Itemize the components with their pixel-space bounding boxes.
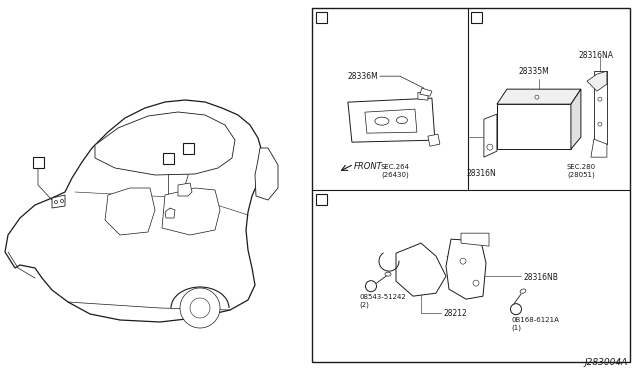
- Circle shape: [487, 144, 493, 150]
- Polygon shape: [484, 114, 497, 157]
- Bar: [163, 153, 173, 164]
- Circle shape: [460, 258, 466, 264]
- Polygon shape: [497, 104, 571, 149]
- Polygon shape: [178, 183, 192, 196]
- Polygon shape: [5, 100, 262, 322]
- Ellipse shape: [385, 272, 391, 276]
- Polygon shape: [591, 139, 607, 157]
- Circle shape: [61, 199, 63, 202]
- Text: SEC.264
(26430): SEC.264 (26430): [380, 164, 410, 178]
- Text: A: A: [318, 13, 324, 22]
- Ellipse shape: [396, 117, 408, 124]
- Ellipse shape: [375, 117, 389, 125]
- Text: SEC.280
(28051): SEC.280 (28051): [567, 164, 596, 178]
- Polygon shape: [461, 233, 489, 246]
- Text: C: C: [165, 154, 171, 163]
- Polygon shape: [162, 188, 220, 235]
- Text: J283004A: J283004A: [585, 358, 628, 367]
- Text: 28316NA: 28316NA: [579, 51, 614, 60]
- Polygon shape: [428, 134, 440, 146]
- Circle shape: [473, 280, 479, 286]
- Text: 28316N: 28316N: [467, 169, 497, 178]
- Polygon shape: [105, 188, 155, 235]
- Polygon shape: [396, 243, 446, 296]
- Bar: [312, 8, 630, 362]
- Polygon shape: [365, 109, 417, 133]
- Text: 08543-51242
(2): 08543-51242 (2): [359, 294, 406, 308]
- Polygon shape: [571, 89, 581, 149]
- Polygon shape: [446, 239, 486, 299]
- Text: B: B: [474, 13, 480, 22]
- Bar: [182, 142, 193, 154]
- Circle shape: [535, 95, 539, 99]
- Polygon shape: [165, 208, 175, 218]
- Circle shape: [190, 298, 210, 318]
- Text: FRONT: FRONT: [354, 162, 383, 171]
- Bar: [316, 194, 326, 205]
- Text: 28316NB: 28316NB: [523, 273, 558, 282]
- Bar: [33, 157, 44, 167]
- Text: S: S: [369, 283, 373, 289]
- Polygon shape: [594, 71, 607, 144]
- Text: 28212: 28212: [443, 309, 467, 318]
- Text: 28336M: 28336M: [348, 72, 379, 81]
- Bar: [471, 12, 483, 22]
- Circle shape: [598, 122, 602, 126]
- Text: 0B168-6121A
(1): 0B168-6121A (1): [511, 317, 559, 331]
- Text: C: C: [318, 195, 324, 204]
- Circle shape: [365, 280, 376, 292]
- Bar: [316, 12, 326, 22]
- Polygon shape: [52, 195, 65, 208]
- Text: A: A: [35, 157, 41, 167]
- Ellipse shape: [520, 289, 526, 293]
- Polygon shape: [255, 148, 278, 200]
- Polygon shape: [497, 89, 581, 104]
- Circle shape: [598, 97, 602, 101]
- Polygon shape: [95, 112, 235, 175]
- Polygon shape: [587, 71, 607, 91]
- Polygon shape: [418, 92, 428, 100]
- Circle shape: [180, 288, 220, 328]
- Polygon shape: [420, 88, 432, 96]
- Polygon shape: [348, 98, 435, 142]
- Text: S: S: [514, 306, 518, 312]
- Circle shape: [511, 304, 522, 315]
- Text: 28335M: 28335M: [519, 67, 550, 76]
- Circle shape: [54, 201, 58, 203]
- Text: B: B: [185, 144, 191, 153]
